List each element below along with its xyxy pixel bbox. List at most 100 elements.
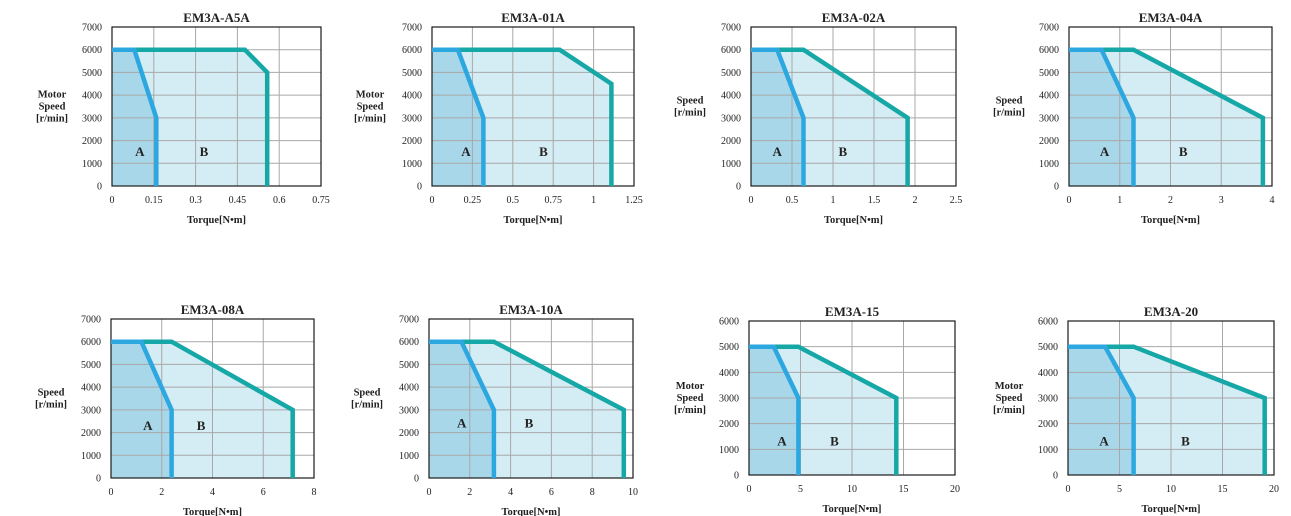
y-tick-label: 2000: [81, 428, 101, 439]
chart-title: EM3A-02A: [822, 10, 886, 25]
y-tick-label: 4000: [82, 91, 102, 102]
y-tick-label: 6000: [399, 337, 419, 348]
region-b-label: B: [197, 418, 206, 433]
x-tick-label: 0: [109, 487, 114, 498]
plot-frame: [110, 318, 315, 479]
region-a-boundary-line: [749, 344, 801, 475]
chart-2: EM3A-01A 0 0.25 0.5 0.75 1 1.25 0 1000 2000 3000 40…: [354, 10, 643, 226]
x-tick-label: 10: [1166, 484, 1176, 495]
chart-8: EM3A-20 0 5 10 15 20 0 1000 2000 3000 4000 5000 6000…: [993, 304, 1279, 515]
y-tick-label: 3000: [81, 405, 101, 416]
x-tick-label: 0: [427, 487, 432, 498]
region-b-label: B: [539, 144, 548, 159]
x-tick-label: 0: [430, 195, 435, 206]
y-tick-label: 4000: [402, 91, 422, 102]
plot-frame: [1068, 26, 1273, 187]
x-tick-label: 4: [210, 487, 215, 498]
region-b-label: B: [839, 144, 848, 159]
y-tick-label: 5000: [1039, 68, 1059, 79]
x-tick-label: 0.15: [145, 195, 163, 206]
x-tick-label: 0.25: [464, 195, 482, 206]
y-tick-label: 4000: [719, 368, 739, 379]
y-tick-label: 1000: [1039, 159, 1059, 170]
y-tick-label: 5000: [719, 342, 739, 353]
plot-frame: [1067, 320, 1275, 476]
y-tick-label: 6000: [402, 45, 422, 56]
x-axis-label: Torque[N•m]: [183, 507, 242, 516]
y-tick-label: 2000: [402, 136, 422, 147]
region-a-boundary-line: [112, 47, 159, 186]
y-tick-label: 0: [734, 471, 739, 482]
region-a-label: A: [777, 434, 787, 449]
y-axis-label: [r/min]: [36, 114, 68, 125]
x-tick-label: 2: [913, 195, 918, 206]
y-tick-label: 2000: [82, 136, 102, 147]
x-tick-label: 1: [591, 195, 596, 206]
region-b-label: B: [525, 415, 534, 430]
x-tick-label: 0: [1067, 195, 1072, 206]
y-tick-label: 2000: [721, 136, 741, 147]
y-axis-label: [r/min]: [354, 114, 386, 125]
y-tick-label: 4000: [1038, 368, 1058, 379]
x-tick-label: 0: [1066, 484, 1071, 495]
y-tick-label: 5000: [721, 68, 741, 79]
y-axis-label: Speed: [357, 102, 384, 113]
y-axis-label: Motor: [676, 381, 705, 392]
x-tick-label: 20: [1269, 484, 1279, 495]
x-tick-label: 8: [590, 487, 595, 498]
y-tick-label: 2000: [399, 428, 419, 439]
x-tick-label: 4: [508, 487, 513, 498]
y-axis-label: [r/min]: [674, 405, 706, 416]
region-b-boundary-line: [432, 47, 614, 186]
x-tick-label: 1.5: [868, 195, 881, 206]
chart-title: EM3A-15: [825, 304, 880, 319]
x-axis-label: Torque[N•m]: [1141, 215, 1200, 226]
y-axis-label: Speed: [996, 393, 1023, 404]
x-tick-label: 2: [467, 487, 472, 498]
y-axis-label: [r/min]: [674, 108, 706, 119]
y-tick-label: 7000: [399, 315, 419, 326]
region-a-label: A: [1100, 144, 1110, 159]
y-axis-label: Motor: [356, 90, 385, 101]
y-tick-label: 0: [736, 182, 741, 193]
y-tick-label: 3000: [1038, 394, 1058, 405]
x-tick-label: 20: [950, 484, 960, 495]
plot-frame: [111, 26, 322, 187]
x-tick-label: 1.25: [625, 195, 643, 206]
y-tick-label: 4000: [399, 383, 419, 394]
x-axis-label: Torque[N•m]: [824, 215, 883, 226]
x-axis-label: Torque[N•m]: [822, 504, 881, 515]
plot-frame: [748, 320, 956, 476]
chart-7: EM3A-15 0 5 10 15 20 0 1000 2000 3000 4000 5000 6000…: [674, 304, 960, 515]
chart-5: EM3A-08A 0 2 4 6 8 0 1000 2000 3000 4000 5000 6000 70…: [35, 302, 317, 516]
region-a-boundary-line: [1069, 47, 1136, 186]
chart-4: EM3A-04A 0 1 2 3 4 0 1000 2000 3000 4000 5000 6000 70…: [993, 10, 1275, 226]
y-tick-label: 4000: [721, 91, 741, 102]
y-tick-label: 3000: [721, 113, 741, 124]
x-tick-label: 0.75: [544, 195, 562, 206]
y-axis-label: Motor: [995, 381, 1024, 392]
y-tick-label: 6000: [721, 45, 741, 56]
plot-frame: [431, 26, 635, 187]
y-tick-label: 6000: [719, 317, 739, 328]
y-tick-label: 6000: [1039, 45, 1059, 56]
region-a-area: [1068, 346, 1134, 475]
region-a-label: A: [773, 144, 783, 159]
y-tick-label: 7000: [1039, 23, 1059, 34]
y-tick-label: 1000: [82, 159, 102, 170]
y-tick-label: 5000: [1038, 342, 1058, 353]
x-axis-label: Torque[N•m]: [501, 507, 560, 516]
y-tick-label: 0: [97, 182, 102, 193]
x-tick-label: 0.5: [507, 195, 520, 206]
y-axis-label: Motor: [38, 90, 67, 101]
region-b-label: B: [1179, 144, 1188, 159]
x-tick-label: 0: [110, 195, 115, 206]
y-tick-label: 3000: [1039, 113, 1059, 124]
y-tick-label: 1000: [399, 451, 419, 462]
region-a-boundary-line: [751, 47, 806, 186]
y-tick-label: 0: [1053, 471, 1058, 482]
y-tick-label: 0: [1054, 182, 1059, 193]
y-tick-label: 5000: [81, 360, 101, 371]
y-axis-label: [r/min]: [993, 405, 1025, 416]
